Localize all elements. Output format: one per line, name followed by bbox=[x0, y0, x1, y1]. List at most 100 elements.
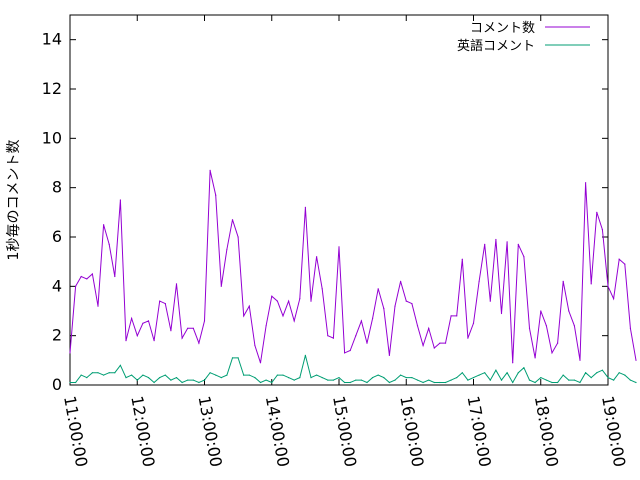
data-point bbox=[215, 194, 217, 196]
data-point bbox=[534, 381, 536, 384]
data-point bbox=[299, 298, 301, 300]
x-tick-label: 15:00:00 bbox=[329, 394, 360, 468]
data-point bbox=[433, 381, 435, 384]
data-point bbox=[344, 381, 346, 384]
data-point bbox=[618, 372, 620, 374]
data-point bbox=[327, 379, 329, 381]
data-point bbox=[276, 300, 278, 302]
legend-label: コメント数 bbox=[470, 21, 535, 36]
data-point bbox=[450, 379, 452, 381]
data-point bbox=[360, 320, 362, 322]
data-point bbox=[215, 374, 217, 376]
data-point bbox=[282, 315, 284, 317]
data-point bbox=[198, 381, 200, 384]
data-point bbox=[159, 300, 161, 302]
data-point bbox=[170, 330, 172, 332]
data-point bbox=[590, 377, 592, 379]
y-axis-label: 1秒毎のコメント数 bbox=[6, 140, 22, 261]
data-point bbox=[265, 325, 267, 327]
data-point bbox=[573, 379, 576, 381]
data-point bbox=[366, 342, 368, 344]
y-tick-label: 8 bbox=[52, 178, 62, 197]
data-point bbox=[220, 285, 222, 287]
y-tick-label: 2 bbox=[52, 326, 62, 345]
data-point bbox=[164, 374, 166, 376]
y-tick-label: 4 bbox=[52, 276, 62, 295]
data-point bbox=[338, 377, 340, 379]
data-point bbox=[69, 352, 71, 354]
data-point bbox=[316, 256, 318, 258]
data-point bbox=[400, 374, 402, 376]
data-point bbox=[450, 315, 452, 317]
data-point bbox=[523, 367, 525, 369]
x-tick-label: 11:00:00 bbox=[60, 394, 91, 468]
legend-label: 英語コメント bbox=[457, 38, 535, 54]
data-point bbox=[366, 381, 368, 384]
data-point bbox=[478, 280, 480, 282]
data-point bbox=[147, 320, 150, 322]
data-point bbox=[377, 288, 379, 290]
data-point bbox=[557, 342, 559, 344]
data-point bbox=[540, 377, 542, 379]
series-points-1 bbox=[69, 354, 637, 384]
data-point bbox=[478, 374, 480, 376]
data-point bbox=[265, 379, 267, 381]
data-point bbox=[568, 310, 570, 312]
y-tick-label: 12 bbox=[42, 79, 62, 98]
data-point bbox=[444, 381, 447, 384]
x-tick-label: 13:00:00 bbox=[195, 394, 226, 468]
data-point bbox=[383, 307, 385, 310]
data-point bbox=[310, 300, 312, 302]
data-point bbox=[103, 224, 105, 226]
data-point bbox=[209, 169, 211, 171]
data-point bbox=[394, 379, 396, 381]
data-point bbox=[237, 236, 239, 238]
data-point bbox=[321, 288, 323, 290]
data-point bbox=[607, 285, 609, 287]
data-point bbox=[500, 379, 503, 381]
data-point bbox=[405, 300, 407, 302]
x-tick-label: 16:00:00 bbox=[396, 394, 427, 468]
data-point bbox=[534, 357, 536, 359]
data-point bbox=[131, 374, 133, 376]
data-point bbox=[573, 325, 576, 327]
data-point bbox=[500, 312, 503, 315]
data-point bbox=[439, 342, 441, 344]
data-point bbox=[271, 295, 273, 297]
data-point bbox=[523, 256, 525, 258]
data-point bbox=[372, 377, 374, 379]
x-axis: 11:00:00 12:00:00 13:00:00 14:00:00 15:00:00… bbox=[60, 15, 629, 468]
x-tick-label: 18:00:00 bbox=[531, 394, 562, 468]
data-point bbox=[125, 377, 127, 379]
data-point bbox=[585, 372, 587, 374]
data-point bbox=[411, 377, 413, 379]
data-point bbox=[629, 379, 632, 381]
data-point bbox=[259, 362, 262, 364]
data-point bbox=[114, 275, 116, 278]
data-point bbox=[282, 374, 284, 376]
data-point bbox=[545, 325, 548, 327]
data-point bbox=[557, 381, 559, 384]
data-point bbox=[293, 320, 295, 322]
data-point bbox=[192, 379, 194, 381]
data-point bbox=[388, 354, 390, 356]
data-point bbox=[512, 381, 514, 384]
data-point bbox=[203, 379, 206, 381]
data-point bbox=[187, 327, 189, 329]
data-point bbox=[484, 243, 486, 245]
data-point bbox=[114, 372, 116, 374]
data-point bbox=[551, 381, 553, 384]
data-point bbox=[461, 258, 463, 260]
data-point bbox=[495, 369, 497, 371]
data-point bbox=[590, 283, 592, 285]
data-point bbox=[91, 273, 93, 275]
data-point bbox=[91, 372, 93, 374]
data-point bbox=[327, 335, 329, 337]
data-point bbox=[562, 280, 564, 282]
data-point bbox=[175, 283, 178, 285]
data-point bbox=[276, 374, 278, 376]
data-point bbox=[416, 379, 419, 381]
data-point bbox=[355, 379, 357, 381]
data-point bbox=[80, 275, 82, 278]
